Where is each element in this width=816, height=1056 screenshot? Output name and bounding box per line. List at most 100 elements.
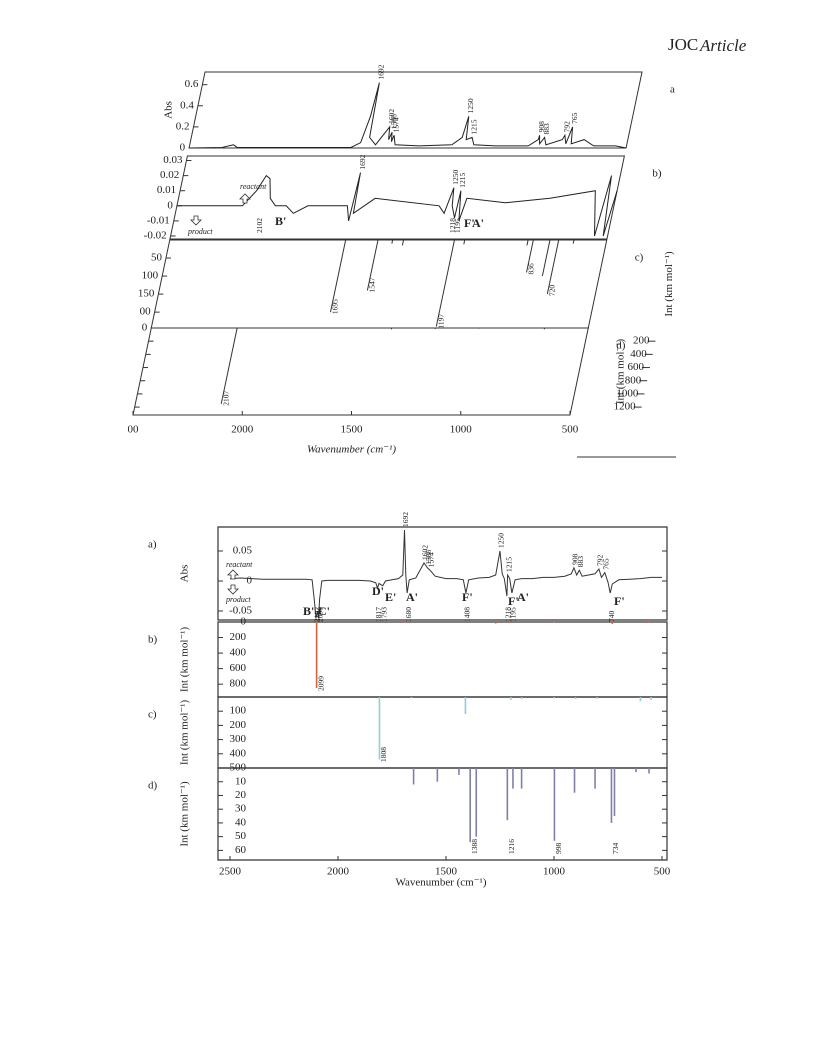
y-axis-label: Int (km mol⁻¹) [663,251,675,317]
panel-label: a) [148,539,157,551]
peak-label: 1547 [368,277,377,292]
y-tick-label: 0.2 [176,120,190,132]
y-tick-label: 0 [142,322,148,334]
y-tick-label: 300 [230,733,247,745]
peak-label: 734 [611,843,620,855]
y-tick-label: 800 [230,678,247,690]
y-axis-label: Int (km mol⁻¹) [179,627,191,693]
x-tick-label: 1000 [543,866,566,878]
peak-label: 1408 [463,607,472,622]
annotation: reactant [226,560,253,569]
stick [391,239,394,244]
y-axis-label: Abs [163,101,175,119]
y-tick-label: 100 [142,270,159,282]
y-tick-label: 0.01 [157,184,176,196]
peak-label: 1602 [421,545,430,560]
x-tick-label: 2000 [327,866,350,878]
panel-frame [188,71,643,149]
y-tick-label: -0.01 [147,214,170,226]
y-tick-label: 0.6 [185,78,199,90]
peak-label: 1250 [451,169,460,184]
panel-frame [217,526,668,621]
y-axis-label: Int (km mol⁻¹) [615,339,627,405]
panel-label: a [670,84,675,96]
x-axis-label: Wavenumber (cm⁻¹) [396,877,487,889]
y-tick-label: 100 [230,705,247,717]
x-tick-label: 1500 [435,866,458,878]
stick [330,239,347,313]
peak-label: 1250 [466,98,475,113]
peak-label: 1250 [497,533,506,548]
band-label: D' [372,584,384,598]
peak-label: 2099 [316,676,325,691]
y-tick-label: 200 [230,631,247,643]
panel-label: d) [148,780,158,792]
peak-label: 1216 [507,839,516,854]
peak-label: 1695 [331,299,340,314]
peak-label: 1680 [404,607,413,622]
y-tick-label: 00 [140,306,152,318]
peak-label: 1817 [374,607,383,622]
y-tick-label: 0 [167,199,173,211]
y-tick-label: 10 [235,775,247,787]
spectrum-line [176,172,618,237]
stick [401,239,405,246]
x-tick-label: 500 [654,866,671,878]
y-tick-label: 0.05 [233,545,253,557]
peak-label: 765 [570,112,579,124]
arrow [227,569,239,580]
y-axis-label: Int (km mol⁻¹) [179,700,191,766]
peak-label: 1586 [389,114,398,129]
peak-label: 1215 [504,557,513,572]
panel-frame [169,155,626,240]
panel-label: c) [635,252,644,264]
stick [572,239,575,244]
y-tick-label: 60 [235,844,247,856]
peak-label: 1574 [391,117,400,132]
y-tick-label: 20 [235,789,247,801]
spectrum-line [229,529,662,619]
spectrum-line [189,82,627,149]
peak-label: 792 [596,555,605,567]
y-tick-label: 200 [230,719,247,731]
peak-label: 883 [576,556,585,568]
journal-name: JOC [668,35,698,54]
band-label: F' [508,594,519,608]
y-tick-label: 0 [180,142,186,154]
panel-label: d) [616,340,626,352]
y-axis-label: Abs [179,565,191,583]
panel-frame [132,327,589,416]
peak-label: 1388 [470,839,479,854]
y-tick-label: -0.02 [144,230,167,242]
peak-label: 1195 [509,607,518,622]
panel-label: c) [148,709,157,721]
panel-frame [217,767,668,861]
y-tick-label: 50 [235,830,247,842]
peak-label: 908 [537,121,546,133]
x-tick-label: 1500 [341,424,364,436]
band-label: E' [385,590,396,604]
band-label: B' [275,214,286,228]
y-tick-label: 0 [241,616,247,628]
annotation: product [225,595,251,604]
x-tick-label: 2500 [219,866,242,878]
peak-label: 1197 [436,314,445,329]
panel-label: b) [148,634,158,646]
panel-frame [217,696,668,769]
peak-label: 1692 [377,64,386,79]
peak-label: 1586 [424,550,433,565]
y-tick-label: -0.05 [229,605,252,617]
peak-label: 1793 [379,607,388,622]
x-tick-label: 500 [562,424,579,436]
annotation: product [187,227,213,236]
band-label: F' [614,594,625,608]
peak-label: 2090 [315,607,324,622]
y-tick-label: 200 [633,335,650,347]
band-label: F' [464,216,475,230]
y-tick-label: 0.4 [180,99,194,111]
band-label: C' [318,604,330,618]
peak-label: 836 [527,263,536,275]
band-label: A' [517,590,529,604]
peak-label: 2102 [255,218,264,233]
peak-label: 720 [547,285,556,297]
